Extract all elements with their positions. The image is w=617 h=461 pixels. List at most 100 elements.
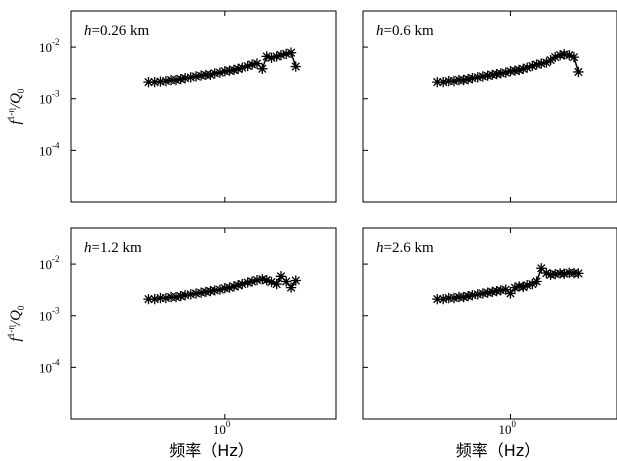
data-point <box>467 290 478 301</box>
data-point <box>477 288 489 299</box>
data-point <box>509 282 521 293</box>
data-point <box>233 63 244 74</box>
data-point <box>219 283 230 294</box>
data-point <box>514 64 525 76</box>
chart-panel-1: 10-2 10-3 10-4 h=0.26 km f1-η/Q0 <box>6 10 337 203</box>
data-point <box>179 290 191 301</box>
data-point <box>185 72 196 83</box>
data-point <box>205 285 216 297</box>
data-point <box>527 60 538 72</box>
data-point <box>505 66 516 77</box>
data-point <box>491 68 502 80</box>
data-point <box>438 76 449 88</box>
data-point <box>505 288 516 299</box>
data-point <box>462 73 474 85</box>
data-point <box>170 74 182 86</box>
chart-panel-2: h=0.6 km <box>362 10 617 203</box>
data-point <box>205 69 216 81</box>
data-point <box>251 58 263 69</box>
y-axis-label: f1-η/Q0 <box>6 305 26 341</box>
x-axis-label: 频率（Hz） <box>456 441 540 460</box>
y-tick-label: 10-3 <box>39 89 60 107</box>
data-point <box>200 286 212 298</box>
data-point <box>149 293 160 305</box>
data-point <box>536 58 547 69</box>
data-point <box>448 292 460 304</box>
data-point <box>482 70 493 81</box>
data-point <box>209 68 220 79</box>
data-point <box>458 74 469 86</box>
y-tick-label: 10-4 <box>39 140 60 158</box>
data-point <box>443 75 454 87</box>
data-point <box>143 76 154 88</box>
data-point <box>219 66 230 77</box>
data-point <box>541 57 552 68</box>
y-axis-label: f1-η/Q0 <box>6 88 26 124</box>
data-point <box>559 268 570 279</box>
data-point <box>175 290 186 302</box>
data-point <box>536 263 547 274</box>
data-point <box>257 63 268 74</box>
data-point <box>495 285 506 296</box>
data-point <box>564 49 575 61</box>
data-point <box>237 278 248 290</box>
data-point <box>266 52 277 63</box>
plot-frame <box>362 10 617 203</box>
data-point <box>443 292 454 304</box>
data-point <box>242 60 253 72</box>
data-point <box>545 269 556 280</box>
data-point <box>155 76 166 87</box>
data-point <box>531 59 542 70</box>
data-point <box>281 276 292 287</box>
data-point <box>518 63 529 74</box>
x-tick-label: 100 <box>498 419 516 437</box>
data-point <box>477 71 489 82</box>
data-point <box>275 271 287 282</box>
data-point <box>285 282 297 293</box>
data-point <box>242 277 253 288</box>
x-tick-label: 100 <box>213 419 231 437</box>
data-point <box>462 290 474 302</box>
data-point <box>271 278 282 290</box>
data-point <box>233 280 244 291</box>
data-point <box>195 287 207 298</box>
data-point <box>228 281 240 292</box>
data-point <box>521 280 533 291</box>
panel-label: h=1.2 km <box>84 240 142 256</box>
data-point <box>518 281 529 293</box>
data-point <box>458 291 469 303</box>
data-point <box>500 67 511 78</box>
data-point <box>170 291 182 303</box>
data-point <box>266 276 277 288</box>
chart-panel-3: 10-2 10-3 10-4 100 h=1.2 km f1-η/Q0 频率（Hz） <box>6 227 337 460</box>
data-point <box>487 286 498 298</box>
data-point <box>521 62 533 73</box>
data-point <box>495 68 506 79</box>
data-point <box>214 284 226 295</box>
data-point <box>545 54 556 66</box>
data-point <box>143 293 154 305</box>
data-point <box>224 282 235 293</box>
data-point <box>185 289 196 300</box>
data-point <box>438 293 449 305</box>
data-point <box>467 73 478 84</box>
data-point <box>448 75 460 87</box>
data-point <box>550 51 561 63</box>
data-point <box>432 76 443 88</box>
chart-panel-4: 100 h=2.6 km 频率（Hz） <box>362 227 617 460</box>
data-point <box>214 67 226 78</box>
panel-label: h=0.6 km <box>376 23 434 39</box>
data-point <box>285 47 297 58</box>
data-point <box>290 275 301 286</box>
data-point <box>550 268 561 280</box>
y-tick-label: 10-4 <box>39 357 60 375</box>
data-point <box>487 69 498 81</box>
data-point <box>228 64 240 76</box>
data-point <box>179 73 191 84</box>
data-point <box>432 293 443 305</box>
data-point <box>160 75 172 87</box>
data-point <box>472 72 483 83</box>
data-point <box>491 285 502 297</box>
data-point <box>190 71 202 82</box>
